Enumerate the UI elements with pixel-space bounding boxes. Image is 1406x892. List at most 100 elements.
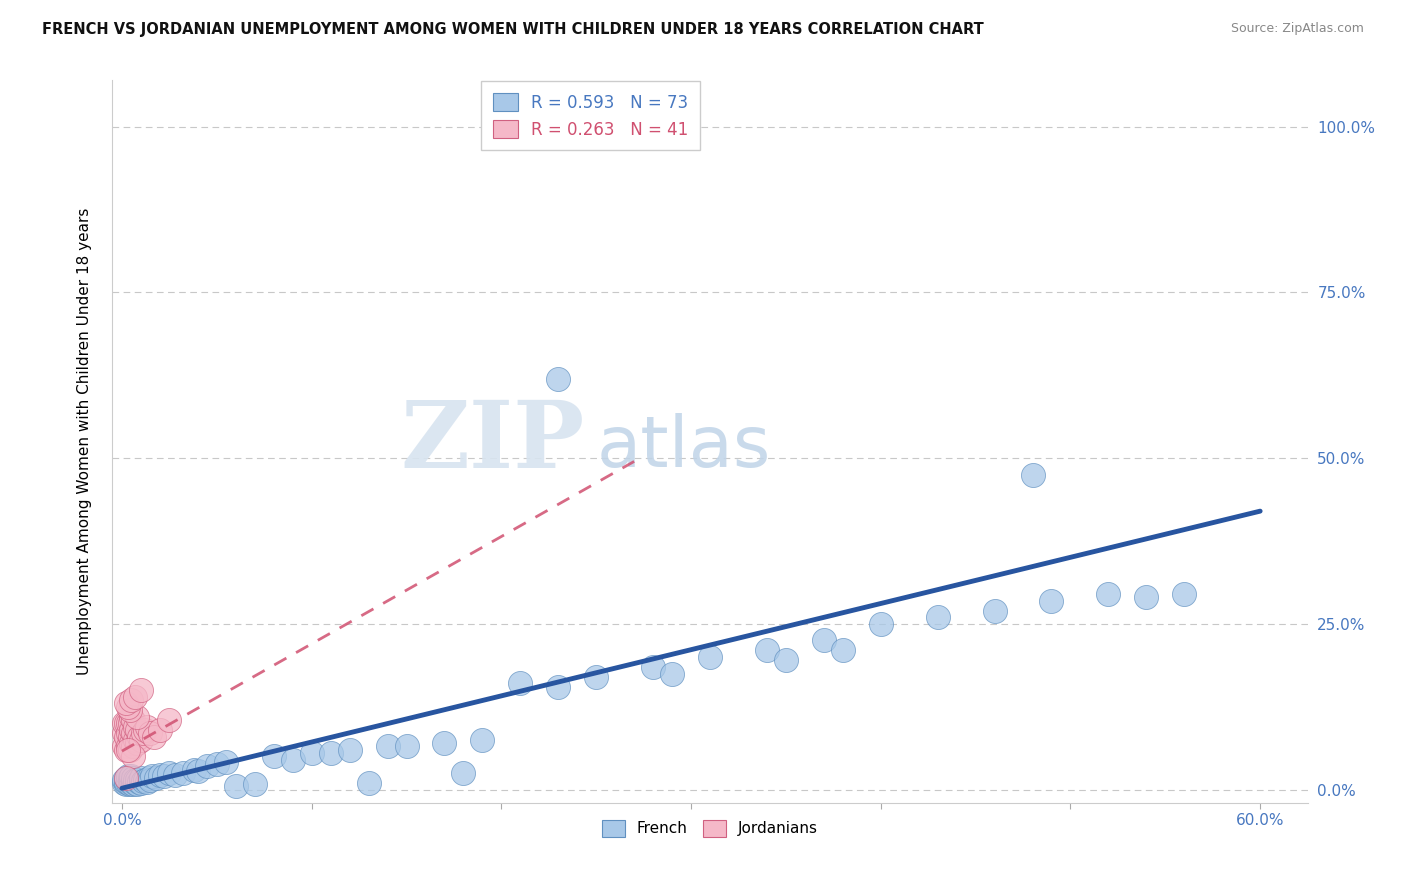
- Point: [117, 769, 139, 783]
- Point: [122, 749, 145, 764]
- Point: [122, 726, 145, 740]
- Point: [471, 732, 494, 747]
- Point: [128, 730, 150, 744]
- Point: [114, 743, 136, 757]
- Point: [141, 769, 163, 783]
- Point: [120, 776, 142, 790]
- Point: [339, 743, 361, 757]
- Point: [1021, 467, 1043, 482]
- Point: [114, 771, 136, 785]
- Point: [122, 771, 145, 785]
- Point: [114, 716, 136, 731]
- Point: [122, 739, 145, 754]
- Point: [225, 779, 247, 793]
- Point: [152, 769, 174, 783]
- Point: [129, 776, 152, 790]
- Point: [547, 680, 569, 694]
- Point: [124, 720, 146, 734]
- Point: [263, 749, 285, 764]
- Point: [118, 777, 141, 791]
- Point: [132, 726, 155, 740]
- Point: [127, 723, 149, 737]
- Point: [139, 726, 162, 740]
- Point: [831, 643, 853, 657]
- Point: [1135, 591, 1157, 605]
- Point: [143, 730, 166, 744]
- Point: [813, 633, 835, 648]
- Point: [205, 757, 228, 772]
- Point: [124, 732, 146, 747]
- Point: [129, 771, 152, 785]
- Point: [122, 713, 145, 727]
- Point: [114, 771, 136, 785]
- Point: [114, 697, 136, 711]
- Point: [547, 371, 569, 385]
- Point: [281, 753, 304, 767]
- Point: [775, 653, 797, 667]
- Point: [1173, 587, 1195, 601]
- Point: [120, 709, 142, 723]
- Point: [112, 726, 135, 740]
- Text: Source: ZipAtlas.com: Source: ZipAtlas.com: [1230, 22, 1364, 36]
- Point: [134, 723, 156, 737]
- Point: [395, 739, 418, 754]
- Point: [112, 776, 135, 790]
- Point: [453, 766, 475, 780]
- Point: [118, 730, 141, 744]
- Point: [215, 755, 238, 769]
- Point: [117, 716, 139, 731]
- Point: [132, 773, 155, 788]
- Point: [127, 772, 149, 787]
- Point: [117, 772, 139, 787]
- Point: [139, 772, 162, 787]
- Point: [117, 776, 139, 790]
- Point: [755, 643, 778, 657]
- Point: [124, 772, 146, 787]
- Point: [112, 772, 135, 787]
- Point: [357, 776, 380, 790]
- Point: [120, 736, 142, 750]
- Legend: French, Jordanians: French, Jordanians: [593, 811, 827, 846]
- Point: [165, 768, 187, 782]
- Point: [128, 774, 150, 789]
- Point: [149, 768, 172, 782]
- Point: [129, 683, 152, 698]
- Point: [699, 650, 721, 665]
- Point: [1097, 587, 1119, 601]
- Point: [509, 676, 531, 690]
- Text: FRENCH VS JORDANIAN UNEMPLOYMENT AMONG WOMEN WITH CHILDREN UNDER 18 YEARS CORREL: FRENCH VS JORDANIAN UNEMPLOYMENT AMONG W…: [42, 22, 984, 37]
- Point: [585, 670, 607, 684]
- Point: [114, 777, 136, 791]
- Point: [117, 699, 139, 714]
- Point: [134, 772, 156, 787]
- Point: [118, 703, 141, 717]
- Point: [187, 764, 209, 778]
- Text: atlas: atlas: [596, 413, 770, 482]
- Point: [120, 769, 142, 783]
- Point: [120, 693, 142, 707]
- Point: [127, 709, 149, 723]
- Point: [122, 773, 145, 788]
- Point: [120, 772, 142, 787]
- Point: [129, 732, 152, 747]
- Point: [127, 777, 149, 791]
- Point: [118, 771, 141, 785]
- Point: [117, 726, 139, 740]
- Point: [319, 746, 342, 760]
- Point: [124, 690, 146, 704]
- Point: [120, 723, 142, 737]
- Point: [1040, 593, 1063, 607]
- Point: [157, 766, 180, 780]
- Point: [183, 763, 205, 777]
- Point: [243, 777, 266, 791]
- Point: [118, 716, 141, 731]
- Point: [112, 716, 135, 731]
- Point: [135, 774, 157, 789]
- Point: [127, 736, 149, 750]
- Point: [122, 777, 145, 791]
- Point: [114, 730, 136, 744]
- Point: [643, 660, 665, 674]
- Point: [149, 723, 172, 737]
- Point: [135, 720, 157, 734]
- Point: [112, 739, 135, 754]
